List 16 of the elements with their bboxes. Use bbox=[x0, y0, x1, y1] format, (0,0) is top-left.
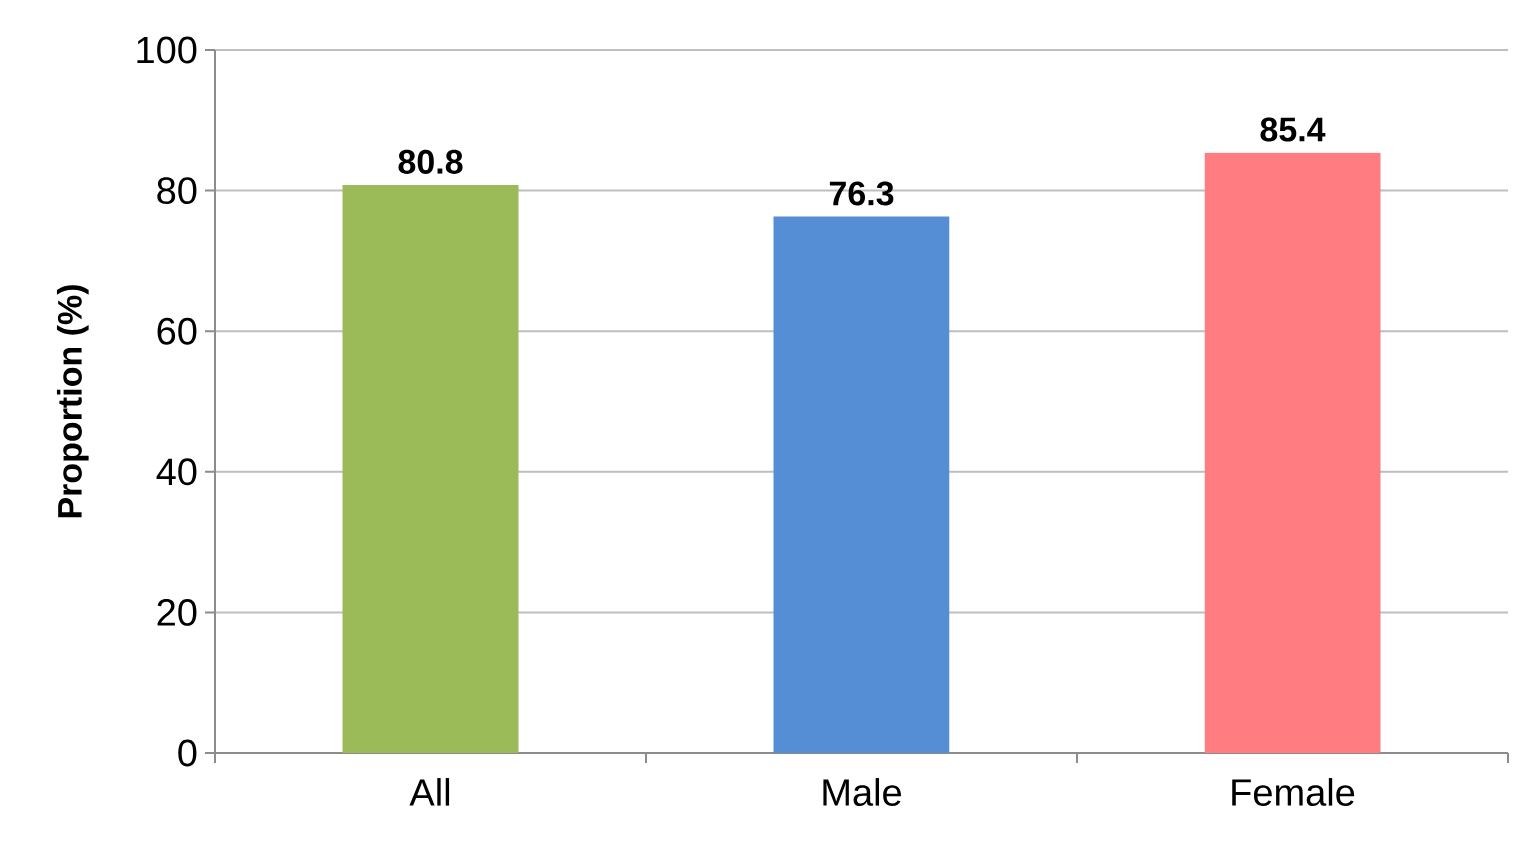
data-label: 76.3 bbox=[829, 181, 894, 206]
y-tick-label: 60 bbox=[157, 317, 197, 345]
y-tick-label: 20 bbox=[157, 598, 197, 626]
y-tick-label: 40 bbox=[156, 458, 197, 486]
bar bbox=[342, 184, 519, 753]
y-axis-title: Proportion (%) bbox=[56, 285, 89, 518]
x-tick-label: Male bbox=[823, 778, 901, 806]
data-label: 85.4 bbox=[1260, 117, 1326, 142]
y-tick-label: 100 bbox=[137, 36, 197, 64]
y-tick-label: 80 bbox=[157, 177, 197, 205]
bar bbox=[1204, 152, 1381, 753]
y-tick-label: 0 bbox=[178, 739, 197, 767]
x-tick-label: Female bbox=[1232, 778, 1355, 806]
data-label: 80.8 bbox=[398, 149, 463, 174]
bar bbox=[773, 216, 950, 753]
x-tick-label: All bbox=[409, 778, 450, 806]
